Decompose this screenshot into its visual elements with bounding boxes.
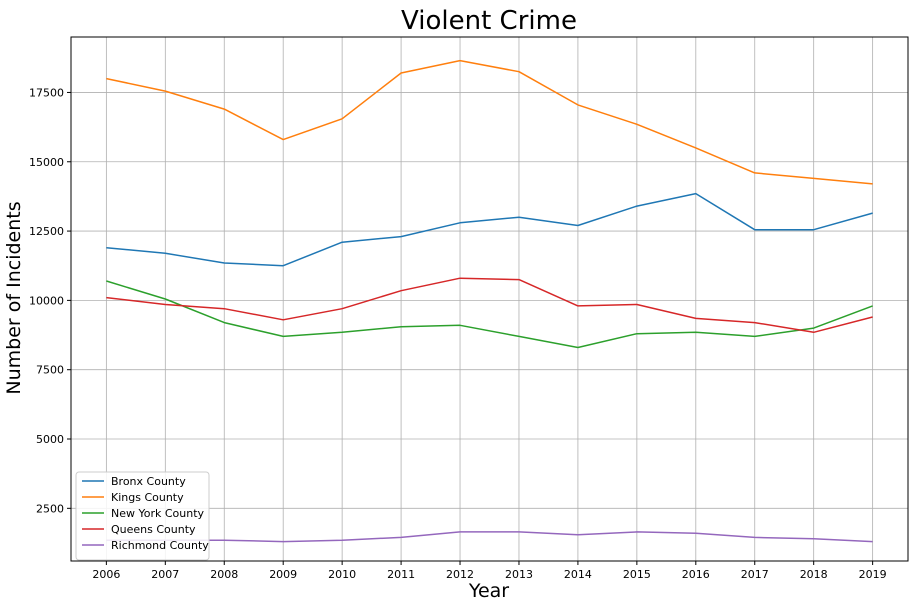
x-tick-label: 2018: [800, 568, 828, 581]
x-tick-label: 2009: [269, 568, 297, 581]
y-tick-label: 7500: [36, 364, 64, 377]
y-tick-label: 5000: [36, 433, 64, 446]
x-tick-label: 2017: [741, 568, 769, 581]
y-tick-label: 15000: [29, 156, 64, 169]
grid: [71, 37, 908, 561]
plot-frame: [70, 36, 909, 562]
series-line-kings-county: [106, 59, 873, 185]
x-tick-label: 2007: [151, 568, 179, 581]
y-tick-label: 10000: [29, 294, 64, 307]
x-tick-label: 2013: [505, 568, 533, 581]
x-tick-label: 2008: [210, 568, 238, 581]
chart-title: Violent Crime: [401, 6, 577, 36]
y-axis-ticks: 2500 5000 7500 10000 12500 15000 17500: [29, 86, 71, 515]
series-line-bronx-county: [106, 192, 873, 267]
x-axis-label: Year: [468, 580, 509, 601]
legend-label: Bronx County: [111, 475, 186, 488]
x-tick-label: 2015: [623, 568, 651, 581]
legend-label: New York County: [111, 507, 205, 520]
x-tick-label: 2010: [328, 568, 356, 581]
legend-label: Richmond County: [111, 539, 209, 552]
y-tick-label: 17500: [29, 86, 64, 99]
y-axis-label: Number of Incidents: [3, 201, 25, 394]
x-tick-label: 2016: [682, 568, 710, 581]
x-axis-ticks: 2006 2007 2008 2009 2010 2011 2012 2013 2014 2015…: [92, 561, 887, 581]
x-tick-label: 2019: [859, 568, 887, 581]
x-tick-label: 2012: [446, 568, 474, 581]
series-line-new-york-county: [106, 280, 873, 349]
legend-box: [75, 471, 210, 561]
y-tick-label: 2500: [36, 502, 64, 515]
legend-label: Kings County: [111, 491, 184, 504]
legend: Bronx County Kings County New York County Q…: [75, 471, 210, 561]
series-lines: [106, 59, 873, 543]
x-tick-label: 2006: [92, 568, 120, 581]
x-tick-label: 2014: [564, 568, 592, 581]
y-tick-label: 12500: [29, 225, 64, 238]
series-line-richmond-county: [106, 531, 873, 543]
series-line-queens-county: [106, 277, 873, 334]
x-tick-label: 2011: [387, 568, 415, 581]
legend-label: Queens County: [111, 523, 196, 536]
